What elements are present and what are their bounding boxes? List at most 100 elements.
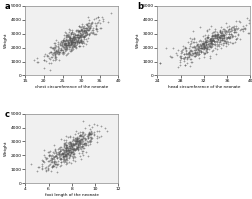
Point: [88, 132, 92, 135]
Point: [185, 52, 190, 55]
Point: [212, 37, 216, 40]
Point: [59, 151, 64, 155]
Point: [44, 165, 48, 168]
Point: [177, 60, 181, 63]
Point: [62, 45, 66, 49]
Point: [37, 165, 41, 169]
Point: [214, 33, 218, 36]
Point: [232, 40, 236, 44]
Point: [193, 47, 197, 50]
Point: [55, 150, 59, 153]
Point: [72, 147, 76, 150]
Point: [233, 26, 237, 30]
Point: [80, 30, 84, 33]
Point: [63, 148, 67, 151]
Point: [190, 49, 194, 53]
Point: [84, 37, 88, 41]
Point: [35, 60, 39, 64]
Point: [222, 29, 226, 32]
Point: [65, 47, 69, 50]
Point: [200, 46, 204, 49]
Point: [199, 51, 203, 54]
Point: [231, 30, 235, 34]
Point: [63, 148, 67, 151]
Point: [222, 39, 226, 42]
Point: [67, 147, 71, 150]
Point: [213, 39, 217, 42]
Point: [231, 27, 235, 30]
Point: [91, 134, 95, 137]
Point: [76, 33, 80, 36]
Point: [200, 42, 204, 45]
Point: [194, 50, 198, 54]
Point: [70, 36, 74, 40]
Point: [204, 30, 208, 33]
Point: [95, 20, 99, 23]
Point: [80, 138, 84, 141]
Text: a: a: [5, 3, 10, 12]
Point: [86, 133, 90, 137]
Point: [66, 151, 70, 154]
Point: [85, 24, 89, 27]
Point: [209, 42, 213, 46]
Point: [50, 160, 54, 163]
Point: [205, 36, 209, 39]
Point: [197, 43, 201, 46]
Point: [205, 48, 209, 51]
Point: [66, 33, 70, 36]
Point: [64, 162, 68, 165]
Point: [68, 39, 72, 42]
Point: [226, 30, 230, 34]
Point: [71, 38, 75, 41]
Point: [178, 51, 182, 55]
Point: [235, 26, 239, 29]
Point: [59, 156, 63, 159]
Point: [86, 26, 90, 29]
Point: [216, 36, 220, 39]
Point: [194, 51, 198, 54]
Point: [79, 33, 83, 36]
Point: [217, 29, 221, 32]
Point: [216, 42, 220, 45]
Point: [57, 43, 61, 46]
Point: [184, 55, 188, 58]
Point: [196, 47, 200, 50]
Point: [61, 52, 65, 55]
Point: [88, 140, 92, 143]
Point: [90, 26, 94, 30]
Point: [186, 52, 191, 55]
Point: [70, 145, 74, 148]
Point: [50, 156, 54, 160]
Point: [87, 132, 91, 136]
Point: [209, 39, 213, 42]
Point: [48, 45, 52, 48]
Point: [228, 32, 232, 36]
Point: [46, 54, 50, 58]
Point: [73, 44, 77, 47]
Point: [69, 42, 73, 45]
Point: [226, 35, 230, 38]
Point: [64, 38, 68, 41]
Point: [68, 152, 72, 155]
Point: [210, 38, 214, 41]
Point: [57, 151, 61, 154]
Point: [40, 164, 44, 168]
Point: [85, 39, 89, 42]
Point: [87, 138, 91, 141]
Point: [216, 35, 220, 39]
Point: [70, 143, 74, 146]
Point: [96, 15, 100, 18]
Point: [233, 37, 237, 40]
Point: [227, 32, 231, 35]
Point: [212, 35, 216, 39]
Point: [187, 37, 191, 40]
Point: [98, 124, 102, 127]
Point: [67, 157, 71, 160]
Point: [54, 154, 58, 158]
Point: [83, 34, 87, 37]
Point: [48, 46, 52, 49]
Point: [237, 20, 241, 23]
Point: [61, 49, 65, 52]
Point: [200, 50, 204, 54]
Point: [204, 48, 208, 51]
